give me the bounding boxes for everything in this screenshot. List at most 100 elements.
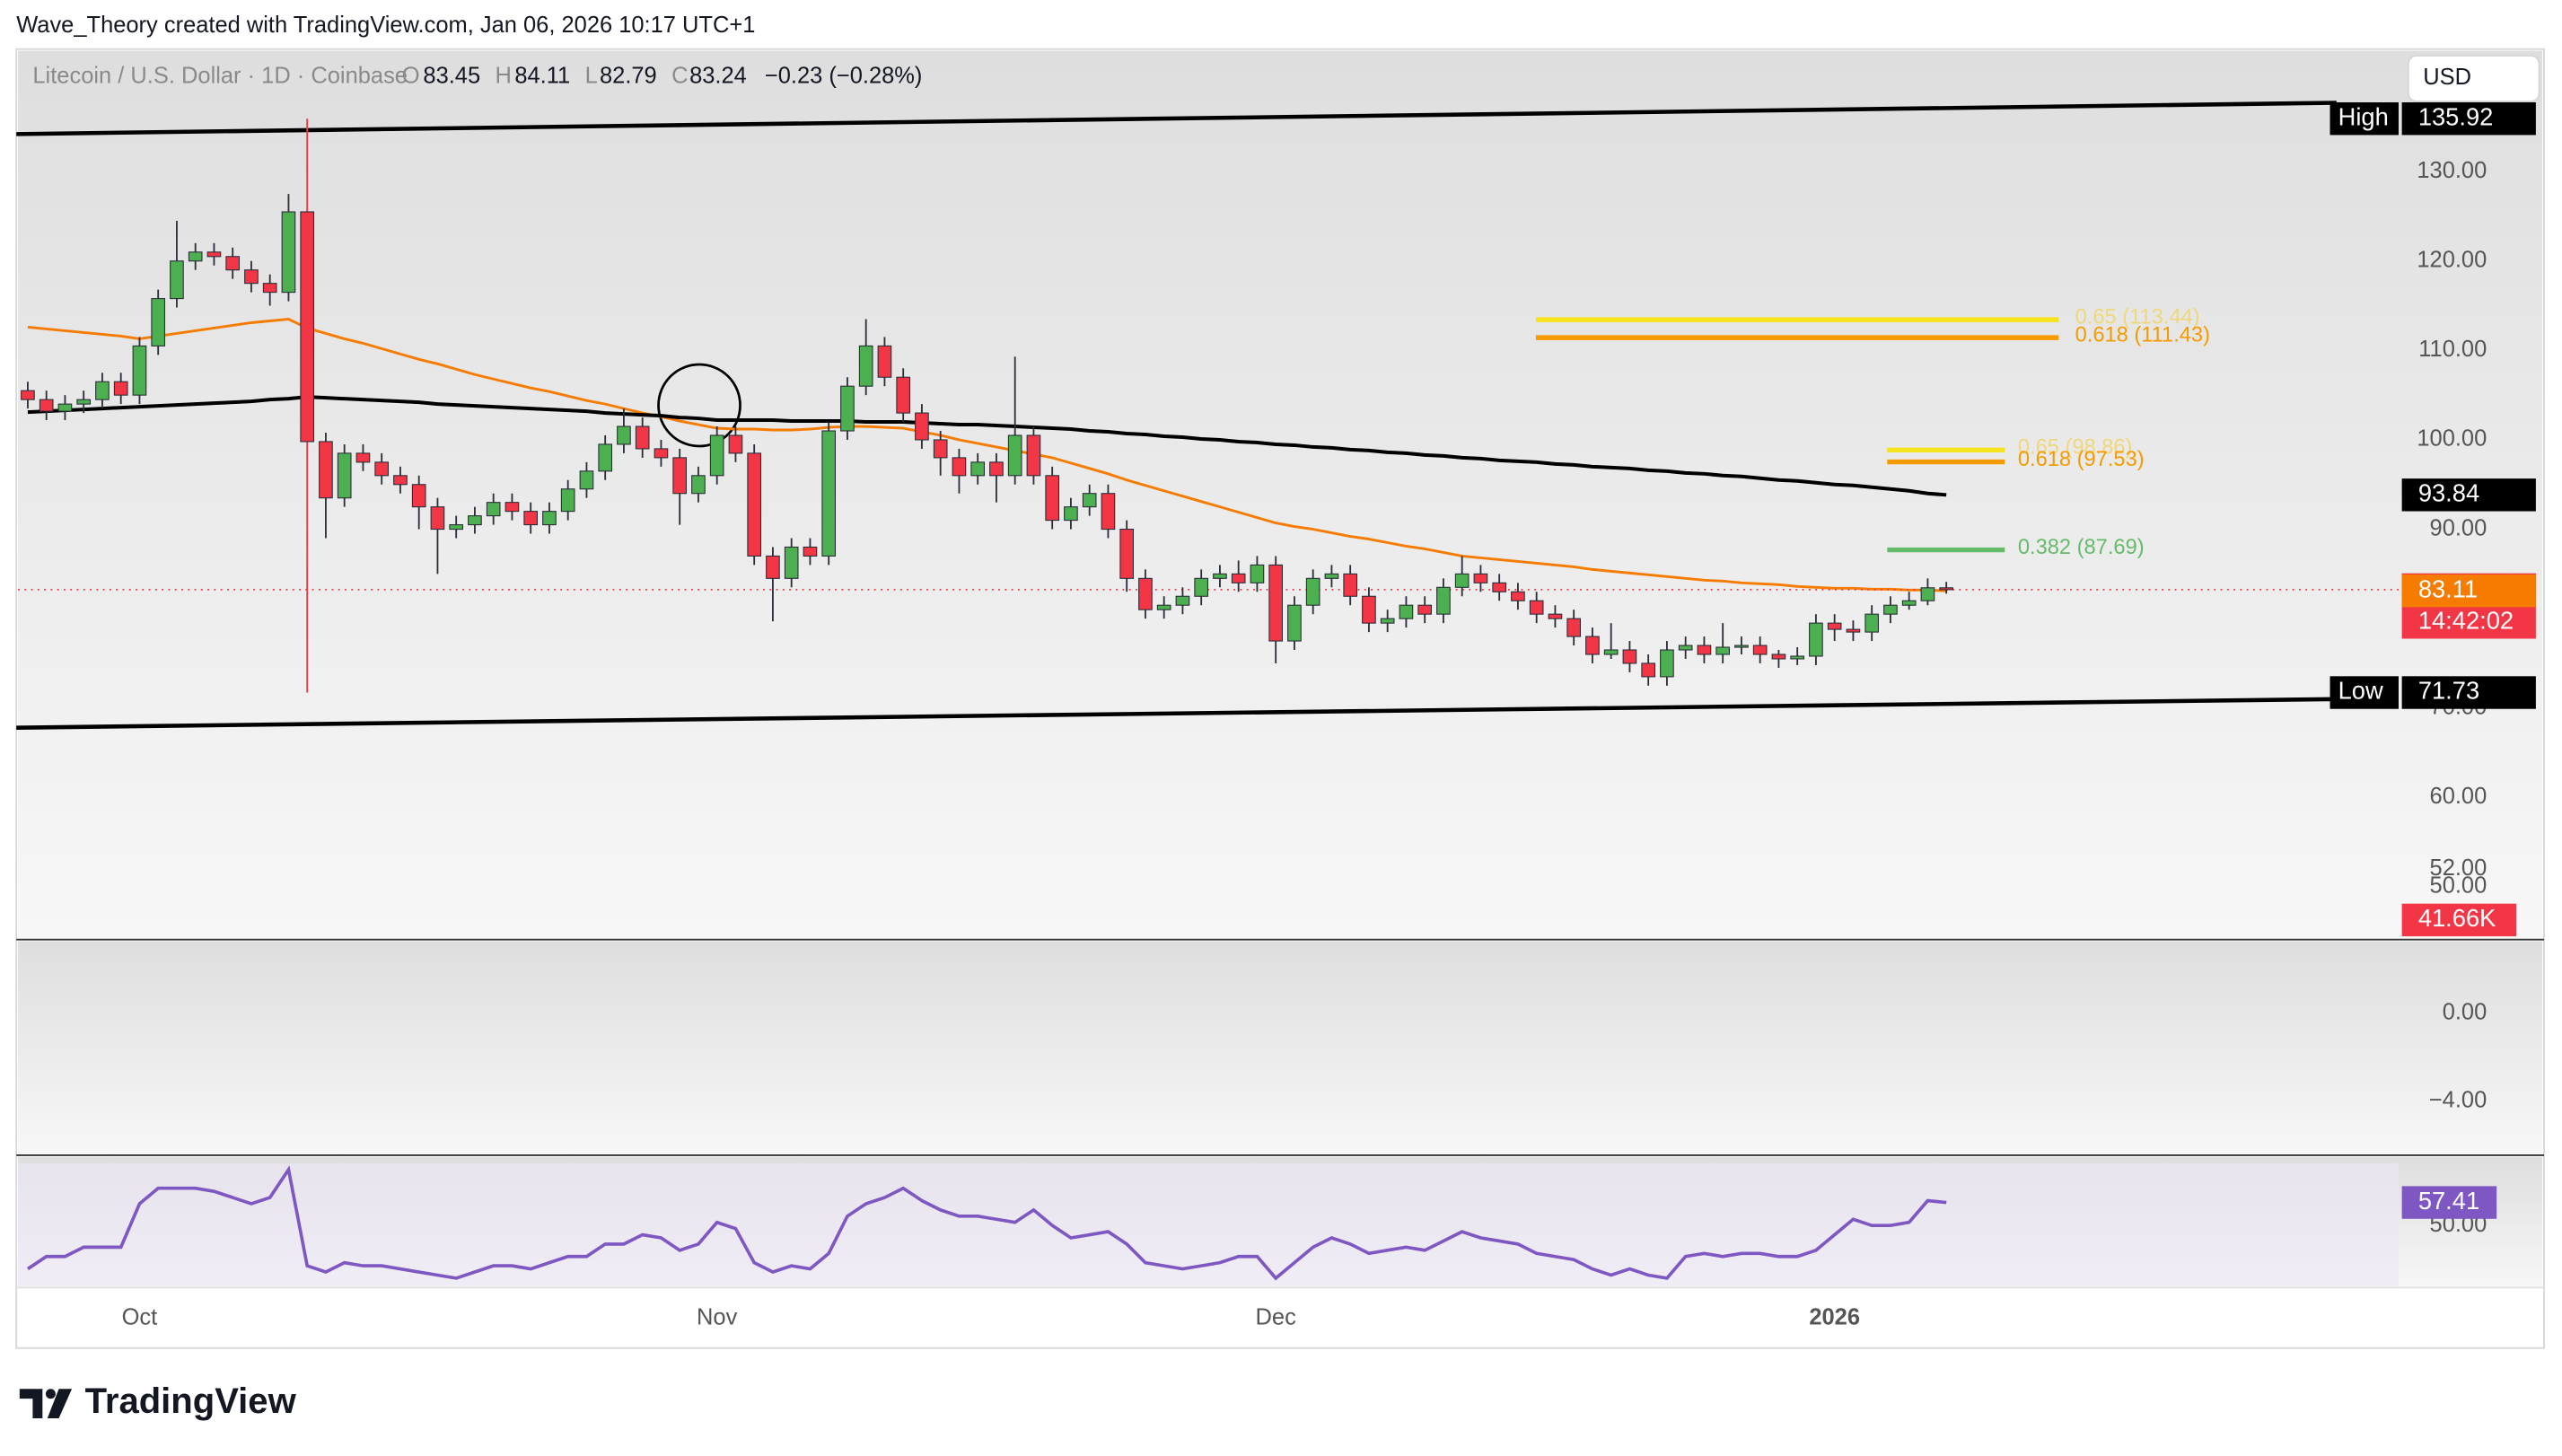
price-tag: High	[2338, 102, 2389, 130]
y-tick-label: 50.00	[2430, 873, 2487, 899]
candle-body	[1715, 646, 1730, 655]
price-label: 83.11	[2418, 575, 2478, 602]
candle-body	[877, 345, 892, 378]
legend-c: C	[671, 63, 688, 88]
legend-low: 82.79	[600, 63, 657, 88]
fib-label: 0.65 (113.44)	[2075, 306, 2200, 329]
candle-body	[1883, 604, 1898, 615]
candle-body	[915, 412, 929, 441]
candle-body	[1529, 600, 1544, 615]
candle-body	[598, 443, 613, 472]
price-label-box	[2401, 478, 2536, 512]
candle-body	[1920, 587, 1935, 601]
candle-body	[300, 211, 315, 443]
y-tick-label: 60.00	[2430, 784, 2487, 809]
candle-body	[244, 269, 259, 285]
candle-body	[989, 461, 1004, 477]
y-tick-label: 100.00	[2417, 426, 2487, 452]
x-tick-label: Oct	[122, 1305, 158, 1330]
candle-body	[1436, 586, 1451, 615]
candle-body	[617, 425, 631, 445]
macd-pane	[18, 941, 2543, 1154]
candle-body	[1101, 493, 1116, 531]
candle-body	[1771, 653, 1786, 660]
candle-body	[39, 399, 54, 412]
candle-body	[1250, 564, 1265, 583]
price-pane	[18, 50, 2543, 938]
candle-body	[1305, 577, 1320, 606]
candle-body	[747, 452, 762, 557]
candle-body	[1511, 591, 1525, 601]
price-label: 71.73	[2418, 677, 2479, 705]
countdown: 14:42:02	[2418, 607, 2514, 635]
candle-body	[1194, 577, 1209, 597]
chart-frame	[15, 48, 2545, 1349]
candle-body	[1697, 645, 1712, 655]
y-tick-label: 90.00	[2430, 515, 2487, 540]
candle-body	[355, 452, 371, 463]
fib-label: 0.618 (97.53)	[2018, 448, 2145, 471]
candle-body	[1026, 434, 1041, 477]
candle-body	[505, 502, 520, 513]
symbol-title: Litecoin / U.S. Dollar · 1D · Coinbase	[32, 63, 408, 88]
candle-body	[1678, 645, 1693, 651]
annotation-circle	[657, 363, 741, 448]
trend-line	[16, 101, 2337, 136]
candle-body	[1380, 618, 1395, 624]
candle-body	[281, 211, 296, 294]
candle-body	[728, 434, 743, 454]
macd-tick-label: 0.00	[2443, 999, 2487, 1024]
candle-body	[1082, 493, 1097, 508]
candle-body	[933, 439, 948, 459]
legend-close: 83.24	[689, 63, 747, 88]
y-tick-label: 130.00	[2417, 158, 2487, 183]
price-label-box	[2401, 676, 2536, 709]
candle-body	[1287, 604, 1302, 642]
candle-body	[1119, 529, 1135, 579]
candle-body	[1138, 577, 1153, 610]
candle-body	[262, 283, 277, 294]
candle-body	[709, 434, 724, 477]
currency-label[interactable]: USD	[2423, 65, 2471, 90]
candle-body	[896, 376, 911, 414]
candle-body	[1827, 622, 1842, 630]
price-tag: Low	[2338, 677, 2383, 705]
candle-body	[672, 457, 688, 495]
rsi-band	[18, 1163, 2399, 1286]
logo-part	[19, 1389, 43, 1419]
y-tick-label: 120.00	[2417, 248, 2487, 273]
price-label: 135.92	[2418, 102, 2494, 130]
legend-o: O	[402, 63, 420, 88]
price-label-box	[2401, 102, 2536, 136]
candle-body	[1417, 604, 1433, 615]
price-label: 93.84	[2418, 479, 2479, 507]
candle-body	[635, 425, 650, 450]
candle-body	[76, 399, 92, 405]
rsi-label: 57.41	[2418, 1187, 2479, 1215]
candle-body	[1007, 434, 1022, 477]
price-label-box	[2401, 574, 2536, 608]
candle-body	[1324, 573, 1339, 579]
candle-body	[1603, 649, 1619, 655]
candle-body	[486, 502, 501, 517]
candle-body	[319, 441, 333, 499]
candle-body	[1734, 645, 1749, 648]
volume-label: 41.66K	[2418, 904, 2496, 932]
candle-body	[1939, 587, 1953, 591]
candle-body	[858, 345, 873, 387]
legend-h: H	[496, 63, 512, 88]
rsi-line	[26, 1165, 1947, 1281]
candle-body	[784, 546, 799, 579]
candle-body	[691, 475, 706, 495]
macd-tick-label: −4.00	[2429, 1088, 2487, 1113]
x-tick-label: Dec	[1256, 1305, 1297, 1330]
candle-body	[1809, 622, 1823, 657]
fib-label: 0.618 (111.43)	[2075, 324, 2210, 347]
candle-body	[113, 381, 128, 396]
currency-button[interactable]	[2407, 55, 2540, 102]
candle-body	[1213, 573, 1227, 579]
candle-body	[1399, 604, 1414, 619]
candle-body	[1901, 600, 1917, 606]
candle-body	[374, 461, 390, 477]
candle-body	[337, 452, 352, 499]
